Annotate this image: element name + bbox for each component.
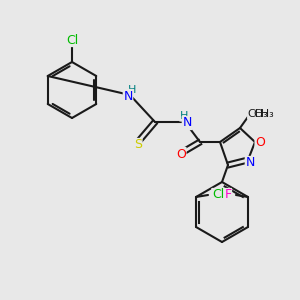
- Text: N: N: [245, 157, 255, 169]
- Text: Cl: Cl: [66, 34, 78, 46]
- Text: H: H: [180, 111, 188, 121]
- Text: Cl: Cl: [212, 188, 224, 202]
- Text: O: O: [176, 148, 186, 160]
- Text: N: N: [182, 116, 192, 130]
- Text: H: H: [128, 85, 136, 95]
- Text: S: S: [134, 139, 142, 152]
- Text: CH₃: CH₃: [253, 109, 274, 119]
- Text: F: F: [224, 188, 232, 202]
- Text: N: N: [123, 89, 133, 103]
- Text: CH₃: CH₃: [248, 109, 268, 119]
- Text: O: O: [255, 136, 265, 148]
